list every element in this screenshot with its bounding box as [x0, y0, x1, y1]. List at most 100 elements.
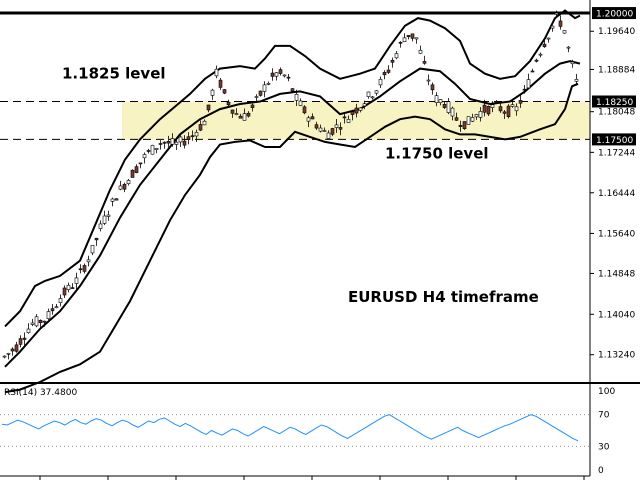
candle-body [550, 25, 555, 29]
candle-body [218, 79, 223, 88]
candle-body [246, 112, 251, 117]
candle-body [358, 107, 363, 111]
price-tick-label: 1.17244 [598, 148, 635, 158]
candle-body [562, 30, 567, 34]
candle-body [470, 117, 475, 122]
price-axis: 1.19640 1.18884 1.18048 1.17244 1.16444 1.156… [590, 7, 636, 361]
candle-body [346, 118, 351, 123]
candle-body [22, 337, 27, 340]
candle-body [310, 116, 315, 120]
candle-body [130, 169, 135, 178]
candle-body [458, 124, 463, 127]
candle-body [58, 298, 63, 303]
candle-body [202, 120, 207, 126]
price-levels [0, 11, 590, 140]
candle-body [314, 124, 319, 129]
candle-body [98, 223, 103, 229]
candle-body [434, 95, 439, 103]
candle-body [258, 90, 263, 96]
rsi-panel: RSI(14) 37.4800 100 70 30 0 [0, 382, 640, 476]
candle-body [490, 104, 495, 108]
candle-body [198, 124, 203, 131]
candle-body [446, 101, 451, 113]
candle-body [450, 107, 455, 117]
candle-body [26, 328, 31, 333]
symbol-timeframe-label: EURUSD H4 timeframe [348, 288, 539, 306]
candle-body [366, 91, 371, 97]
candle-body [86, 259, 91, 263]
candle-body [374, 90, 379, 94]
candle-body [542, 43, 547, 48]
rsi-tick-labels: 100 70 30 0 [598, 387, 615, 476]
candle-body [382, 72, 387, 76]
candle-body [414, 37, 419, 40]
price-tick-label: 1.18048 [598, 108, 635, 118]
candle-body [74, 277, 79, 284]
candle-body [146, 150, 151, 152]
candle-body [30, 322, 35, 325]
level-label-box [592, 95, 636, 108]
candle-body [174, 141, 179, 145]
candle-body [334, 124, 339, 128]
candle-body [354, 107, 359, 114]
candle-body [362, 103, 367, 107]
candle-body [170, 138, 175, 145]
candle-body [390, 59, 395, 63]
candle-body [250, 104, 255, 108]
candle-body [330, 128, 335, 135]
upper-band [4, 9, 581, 328]
candle-body [114, 198, 119, 201]
candlesticks [2, 10, 579, 360]
price-tick-label: 1.14848 [598, 269, 635, 279]
middle-band [4, 60, 581, 368]
price-tick-label: 1.14040 [598, 310, 635, 320]
candle-body [554, 12, 559, 15]
rsi-tick-label: 70 [598, 411, 610, 421]
candle-body [166, 141, 171, 144]
candle-body [14, 344, 19, 352]
candle-body [422, 61, 427, 64]
candle-body [190, 135, 195, 137]
candle-body [294, 93, 299, 101]
candle-body [50, 308, 55, 312]
candle-body [410, 33, 415, 39]
candle-body [118, 185, 123, 190]
candle-body [466, 116, 471, 125]
candle-body [438, 99, 443, 104]
candle-body [506, 105, 511, 117]
candle-body [538, 53, 543, 56]
candle-body [282, 74, 287, 77]
candle-body [46, 311, 51, 319]
candle-body [226, 101, 231, 106]
candle-body [274, 72, 279, 77]
candle-body [398, 41, 403, 44]
candle-body [462, 121, 467, 130]
candle-body [66, 284, 71, 290]
candle-body [90, 244, 95, 254]
candle-body [402, 37, 407, 43]
time-axis-ticks [0, 475, 590, 480]
rsi-tick-label: 30 [598, 442, 610, 452]
level-label-box [592, 133, 636, 146]
rsi-line [1, 414, 579, 442]
candle-body [230, 109, 235, 114]
candle-body [418, 49, 423, 54]
candle-body [306, 117, 311, 122]
candle-body [162, 141, 167, 144]
candle-body [234, 113, 239, 115]
candle-body [262, 84, 267, 92]
candle-body [394, 53, 399, 59]
candle-body [494, 101, 499, 103]
candle-body [238, 115, 243, 119]
candle-body [570, 61, 575, 65]
candle-body [482, 104, 487, 113]
price-tick-label: 1.13240 [598, 351, 635, 361]
price-tick-label: 1.19640 [598, 27, 635, 37]
candle-body [518, 100, 523, 104]
candle-body [290, 88, 295, 92]
candle-body [370, 96, 375, 99]
candle-body [34, 316, 39, 327]
candle-body [486, 106, 491, 115]
candle-body [254, 96, 259, 98]
